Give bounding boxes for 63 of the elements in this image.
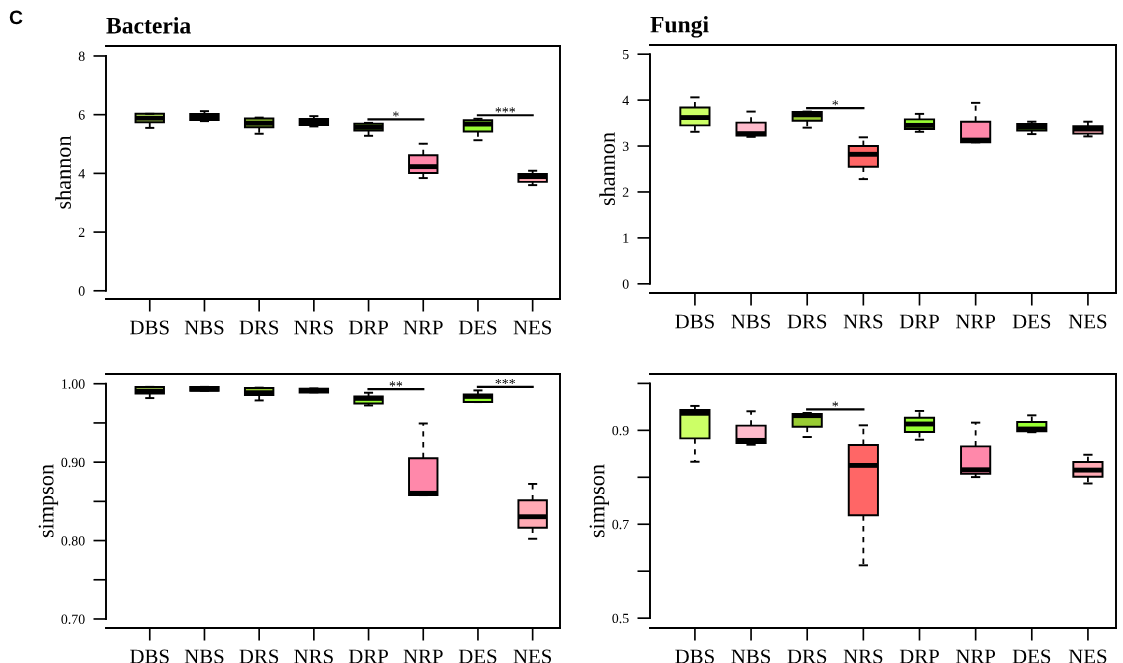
x-tick-label: NRS: [294, 320, 333, 335]
x-tick-label: NES: [1068, 649, 1107, 663]
y-tick-label: 8: [78, 51, 85, 61]
y-tick-label: 2: [622, 187, 629, 197]
x-tick-label: DES: [1012, 649, 1051, 663]
y-tick-label: 1.00: [62, 379, 85, 389]
x-tick-label: NRP: [955, 649, 996, 663]
x-tick-label: NRS: [843, 649, 883, 663]
y-tick-label: 0.5: [612, 613, 629, 624]
y-axis-title: shannon: [599, 132, 615, 206]
x-tick-label: DES: [1012, 314, 1051, 329]
text: 0.70: [61, 614, 85, 624]
x-tick-label: NES: [513, 320, 552, 335]
x-tick-label: NBS: [731, 314, 771, 329]
y-tick-label: 3: [622, 141, 629, 151]
y-tick-label: 0.9: [612, 425, 629, 436]
x-tick-label: DBS: [130, 649, 169, 663]
y-tick-label: 0.90: [61, 457, 85, 468]
x-tick-label: DRS: [239, 649, 279, 663]
x-tick-label: NBS: [184, 649, 224, 663]
y-axis-title: shannon: [55, 135, 71, 209]
annotation: *: [832, 401, 839, 407]
x-tick-label: DRS: [787, 314, 827, 329]
y-tick-label: 0: [78, 286, 85, 296]
x-tick-label: NRP: [403, 649, 443, 663]
text: C: [9, 10, 23, 25]
x-tick-label: DES: [458, 649, 497, 663]
y-axis-title: simpson: [589, 464, 610, 538]
x-tick-label: NRS: [294, 649, 333, 663]
annotation: *: [393, 111, 399, 117]
annotation: ***: [495, 107, 516, 113]
x-tick-label: DBS: [130, 320, 169, 335]
x-tick-label: DBS: [675, 314, 714, 329]
y-tick-label: 0.7: [612, 519, 629, 530]
x-tick-label: NRP: [955, 314, 996, 329]
x-tick-label: NBS: [184, 320, 224, 335]
y-axis-title: simpson: [38, 464, 59, 538]
x-tick-label: DRS: [239, 320, 279, 335]
x-tick-label: DRP: [348, 320, 388, 335]
y-tick-label: 1: [623, 233, 629, 243]
x-tick-label: NBS: [731, 649, 771, 663]
y-tick-label: 5: [623, 49, 629, 60]
x-tick-label: NRP: [403, 320, 443, 335]
y-tick-label: 0: [622, 279, 629, 289]
annotation: **: [389, 381, 403, 387]
x-tick-label: NES: [513, 649, 552, 663]
x-tick-label: DES: [458, 320, 497, 335]
y-tick-label: 4: [78, 169, 85, 179]
x-tick-label: NES: [1068, 314, 1107, 329]
chart-title: Bacteria: [106, 17, 191, 34]
x-tick-label: DRS: [787, 649, 827, 663]
chart-title: Fungi: [650, 15, 709, 38]
y-tick-label: 4: [622, 95, 629, 105]
y-tick-label: 6: [78, 110, 85, 120]
x-tick-label: DBS: [675, 649, 714, 663]
y-tick-label: 0.80: [61, 536, 85, 546]
x-tick-label: DRP: [348, 649, 388, 663]
x-tick-label: DRP: [899, 314, 939, 329]
x-tick-label: DRP: [899, 649, 939, 663]
y-tick-label: 2: [78, 227, 85, 237]
annotation: ***: [495, 378, 516, 385]
annotation: *: [832, 100, 839, 106]
x-tick-label: NRS: [843, 314, 883, 329]
